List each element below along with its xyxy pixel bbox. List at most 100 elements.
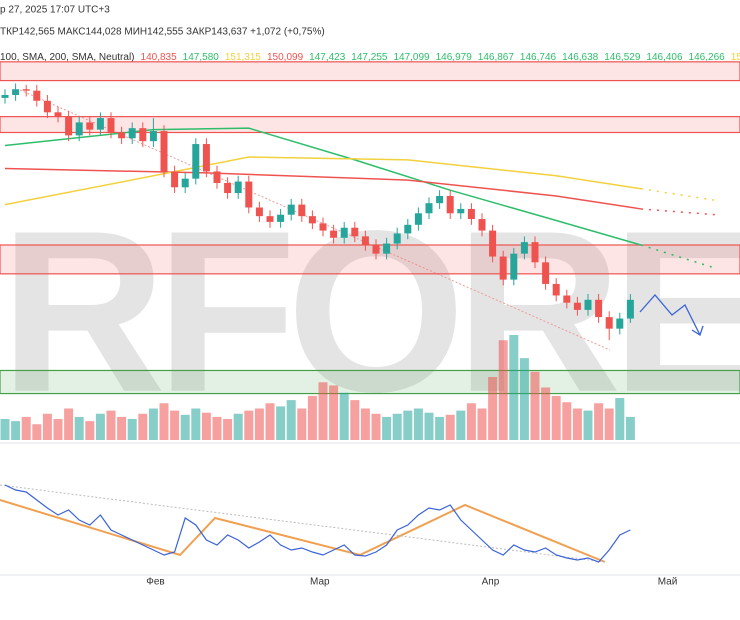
candle-body bbox=[192, 144, 200, 179]
indicator-value: 146,638 bbox=[562, 52, 599, 63]
candle-body bbox=[573, 302, 581, 310]
volume-bar bbox=[530, 371, 540, 440]
volume-bar bbox=[127, 419, 137, 440]
candle-body bbox=[266, 216, 274, 222]
volume-bar bbox=[254, 408, 264, 440]
volume-bar bbox=[212, 416, 222, 440]
indicator-line: 100, SMA, 200, SMA, Neutral) 140,835 147,5… bbox=[0, 52, 740, 63]
volume-bar bbox=[244, 410, 254, 440]
volume-bar bbox=[360, 408, 370, 440]
candle-body bbox=[510, 253, 518, 280]
volume-bar bbox=[32, 424, 42, 440]
candle-body bbox=[552, 283, 560, 296]
candle-body bbox=[202, 144, 210, 172]
volume-bar bbox=[551, 395, 561, 440]
zone bbox=[0, 244, 740, 275]
volume-bar bbox=[307, 395, 317, 440]
candle-body bbox=[330, 230, 338, 238]
indicator-name: 100, SMA, 200, SMA, Neutral) bbox=[0, 52, 135, 63]
volume-bar bbox=[170, 410, 180, 440]
trendline bbox=[19, 89, 611, 351]
volume-bar bbox=[106, 410, 116, 440]
candle-body bbox=[340, 227, 348, 238]
indicator-value: 151,251 bbox=[731, 52, 740, 63]
volume-bar bbox=[424, 412, 434, 440]
candle-body bbox=[75, 122, 83, 136]
volume-bar bbox=[488, 377, 498, 440]
volume-bar bbox=[541, 387, 551, 440]
candle-body bbox=[436, 195, 444, 204]
volume-bar bbox=[286, 400, 296, 440]
volume-bar bbox=[435, 416, 445, 440]
volume-bar bbox=[509, 335, 519, 440]
candle-body bbox=[86, 122, 94, 130]
candle-body bbox=[245, 181, 253, 208]
volume-bar bbox=[445, 414, 455, 440]
candle-body bbox=[298, 204, 306, 217]
indicator-value: 147,580 bbox=[183, 52, 220, 63]
candle-body bbox=[393, 233, 401, 244]
volume-bar bbox=[615, 398, 625, 440]
volume-bar bbox=[371, 413, 381, 440]
indicator-value: 146,529 bbox=[604, 52, 641, 63]
volume-bar bbox=[350, 400, 360, 440]
volume-bar bbox=[265, 403, 275, 440]
volume-bar bbox=[191, 408, 201, 440]
trendline bbox=[0, 484, 606, 563]
candle-body bbox=[33, 90, 41, 101]
volume-bar bbox=[85, 421, 95, 440]
candle-body bbox=[171, 171, 179, 188]
volume-bar bbox=[318, 382, 328, 440]
zone bbox=[0, 369, 740, 395]
volume-bar bbox=[276, 406, 286, 440]
candle-body bbox=[22, 89, 30, 91]
indicator-value: 146,266 bbox=[689, 52, 726, 63]
candle-body bbox=[372, 245, 380, 254]
volume-bar bbox=[201, 412, 211, 440]
indicator-value: 146,979 bbox=[436, 52, 473, 63]
moving-average bbox=[4, 167, 642, 210]
indicator-value: 147,099 bbox=[393, 52, 430, 63]
volume-bar bbox=[42, 413, 52, 440]
candle-body bbox=[626, 299, 634, 319]
oscillator-line bbox=[4, 484, 631, 563]
candle-body bbox=[1, 95, 9, 98]
volume-bar bbox=[477, 408, 487, 440]
volume-bar bbox=[604, 408, 614, 440]
indicator-value: 146,746 bbox=[520, 52, 557, 63]
candle-body bbox=[499, 256, 507, 280]
volume-bar bbox=[572, 408, 582, 440]
indicator-value: 147,255 bbox=[351, 52, 388, 63]
candle-body bbox=[128, 128, 136, 139]
x-tick-label: Фев bbox=[146, 577, 164, 588]
candle-body bbox=[12, 89, 20, 95]
indicator-value: 151,315 bbox=[225, 52, 262, 63]
candle-body bbox=[224, 182, 232, 194]
candle-body bbox=[478, 219, 486, 231]
candle-body bbox=[467, 208, 475, 220]
x-tick-label: Апр bbox=[482, 577, 500, 588]
candle-body bbox=[584, 299, 592, 310]
candle-body bbox=[425, 203, 433, 214]
candle-body bbox=[255, 207, 263, 217]
indicator-value: 146,867 bbox=[478, 52, 515, 63]
indicator-value: 147,423 bbox=[309, 52, 346, 63]
volume-bar bbox=[21, 416, 31, 440]
volume-bar bbox=[64, 408, 74, 440]
candle-body bbox=[65, 116, 73, 136]
candle-body bbox=[489, 230, 497, 257]
candle-body bbox=[43, 100, 51, 113]
candle-body bbox=[446, 195, 454, 214]
candle-body bbox=[351, 227, 359, 237]
candle-body bbox=[139, 128, 147, 142]
candle-body bbox=[277, 214, 285, 222]
volume-bar bbox=[159, 403, 169, 440]
candle-body bbox=[404, 224, 412, 234]
header-datetime: р 27, 2025 17:07 UTC+3 bbox=[0, 5, 110, 16]
candle-body bbox=[54, 112, 62, 117]
volume-bar bbox=[403, 410, 413, 440]
volume-bar bbox=[180, 414, 190, 440]
trendline bbox=[0, 499, 606, 563]
